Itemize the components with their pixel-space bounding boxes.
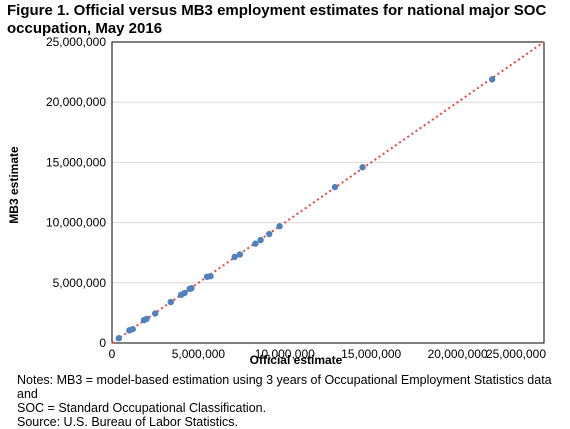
x-tick-label: 15,000,000 <box>341 347 401 361</box>
notes-line-1: Notes: MB3 = model-based estimation usin… <box>17 373 552 401</box>
y-tick-label: 20,000,000 <box>46 95 106 109</box>
scatter-chart: 0 5,000,000 10,000,000 15,000,000 20,000,000… <box>7 35 547 367</box>
y-tick-label: 0 <box>99 336 106 350</box>
notes-line-2: SOC = Standard Occupational Classificati… <box>17 401 267 415</box>
source-line: Source: U.S. Bureau of Labor Statistics. <box>17 415 238 429</box>
data-point <box>152 310 159 317</box>
data-point <box>188 285 195 292</box>
data-point <box>129 325 136 333</box>
data-point <box>252 240 259 247</box>
reference-line <box>111 41 545 344</box>
x-tick-label: 25,000,000 <box>486 347 546 361</box>
data-point <box>231 253 238 261</box>
y-axis-title: MB3 estimate <box>7 146 21 224</box>
x-tick-labels: 0 5,000,000 10,000,000 15,000,000 20,000,000… <box>109 347 547 361</box>
x-tick-label: 20,000,000 <box>428 347 488 361</box>
x-axis-title: Official estimate <box>250 353 343 367</box>
data-point <box>331 183 339 191</box>
x-tick-label: 5,000,000 <box>172 347 226 361</box>
data-point <box>115 334 123 342</box>
data-point <box>236 251 244 258</box>
data-point <box>167 298 174 306</box>
data-point <box>143 315 150 323</box>
y-tick-label: 5,000,000 <box>53 276 107 290</box>
data-point <box>266 230 273 238</box>
chart-title: Figure 1. Official versus MB3 employment… <box>7 2 547 37</box>
data-point <box>257 236 264 244</box>
data-point <box>488 76 496 83</box>
notes-block: Notes: MB3 = model-based estimation usin… <box>17 373 562 429</box>
y-tick-labels: 0 5,000,000 10,000,000 15,000,000 20,000,000… <box>46 35 106 350</box>
data-point <box>359 164 366 171</box>
data-point <box>181 289 188 297</box>
y-tick-label: 10,000,000 <box>46 216 106 230</box>
y-tick-label: 25,000,000 <box>46 35 106 49</box>
data-points <box>115 76 496 342</box>
gridlines <box>112 101 544 284</box>
x-tick-label: 10,000,000 <box>255 347 315 361</box>
data-point <box>276 223 283 230</box>
y-tick-label: 15,000,000 <box>46 155 106 169</box>
data-point <box>207 272 214 280</box>
x-tick-label: 0 <box>109 347 116 361</box>
plot-area-border <box>111 41 545 344</box>
